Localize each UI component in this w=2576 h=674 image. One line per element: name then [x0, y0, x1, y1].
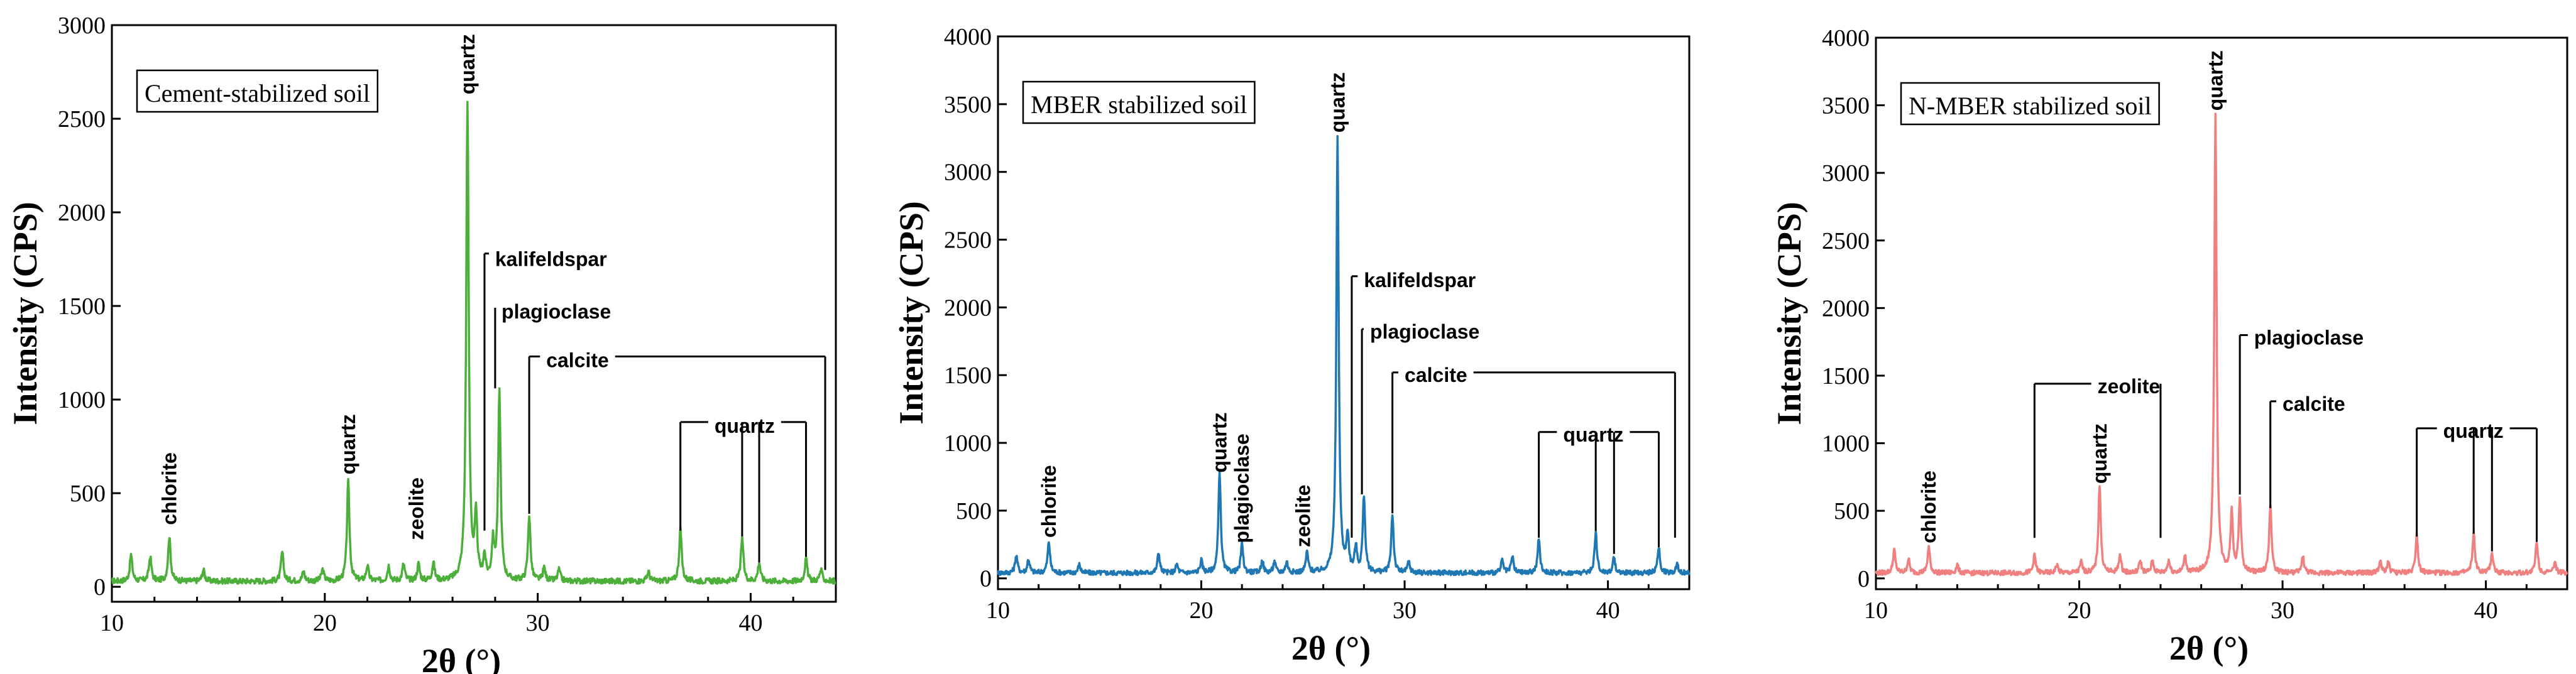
y-tick-label: 2000 — [944, 295, 992, 321]
peak-label: quartz — [1326, 72, 1349, 133]
x-tick-label: 30 — [526, 610, 550, 636]
y-tick-label: 500 — [1834, 498, 1870, 525]
peak-label: plagioclase — [501, 300, 611, 323]
panel-label-text: MBER stabilized soil — [1031, 90, 1247, 119]
xrd-panel-1: 0 500 1000 1500 2000 2500 3000 10 20 30 40 2θ (°) In… — [6, 13, 837, 674]
panel-label-text: N-MBER stabilized soil — [1909, 92, 2152, 120]
panel-label: MBER stabilized soil — [1022, 80, 1256, 124]
peak-label: chlorite — [1917, 470, 1940, 543]
panel-label-box — [1022, 80, 1256, 124]
x-axis-title: 2θ (°) — [422, 642, 501, 674]
peak-label: zeolite — [405, 477, 428, 540]
x-tick-label: 10 — [986, 597, 1010, 624]
y-axis-title: Intensity (CPS) — [6, 202, 44, 425]
y-tick-label: 0 — [980, 566, 992, 592]
y-tick-label: 1500 — [944, 362, 992, 389]
peak-label: quartz — [2088, 423, 2111, 484]
panel-label: N-MBER stabilized soil — [1900, 82, 2160, 126]
x-axis-title: 2θ (°) — [2169, 629, 2249, 667]
y-tick-label: 0 — [94, 574, 106, 601]
peak-label: quartz — [456, 34, 479, 94]
panel-label: Cement-stabilized soil — [136, 69, 379, 113]
xrd-series-line — [997, 134, 1691, 577]
y-tick-label: 3000 — [58, 13, 106, 39]
y-tick-label: 1500 — [58, 293, 106, 320]
y-tick-label: 3500 — [1822, 93, 1870, 119]
y-tick-label: 1000 — [1822, 431, 1870, 457]
peak-label: quartz — [2204, 50, 2227, 111]
xrd-series-line — [1875, 112, 2568, 577]
y-tick-label: 2500 — [944, 227, 992, 254]
peak-label: calcite — [2283, 393, 2345, 415]
peak-label: calcite — [546, 349, 609, 372]
peak-label: chlorite — [1038, 465, 1060, 538]
panel-label-text: Cement-stabilized soil — [145, 79, 370, 107]
plot-frame — [997, 35, 1691, 590]
y-tick-label: 4000 — [944, 24, 992, 50]
x-tick-label: 40 — [1596, 597, 1620, 624]
peak-label: kalifeldspar — [495, 248, 607, 271]
xrd-panel-3: 0 500 1000 1500 2000 2500 3000 3500 4000 10 20 30 40… — [1770, 25, 2568, 667]
peak-label: quartz — [337, 414, 359, 474]
x-tick-label: 20 — [1190, 597, 1214, 624]
x-tick-label: 10 — [100, 610, 124, 636]
peak-label: calcite — [1405, 364, 1467, 386]
y-axis-title: Intensity (CPS) — [892, 201, 930, 425]
peak-label: kalifeldspar — [1364, 269, 1476, 291]
peak-label: quartz — [715, 415, 775, 437]
peak-label: zeolite — [1291, 485, 1314, 548]
y-tick-label: 1500 — [1822, 363, 1870, 389]
panel-label-box — [1900, 82, 2160, 126]
panel-label-box — [136, 69, 379, 113]
peak-label: quartz — [1209, 413, 1231, 473]
y-tick-label: 3500 — [944, 92, 992, 118]
plot-frame — [1875, 36, 2568, 590]
xrd-panel-2: 0 500 1000 1500 2000 2500 3000 3500 4000 10 20 30 40… — [892, 24, 1691, 667]
x-tick-label: 40 — [2474, 597, 2498, 624]
y-tick-label: 2500 — [58, 106, 106, 133]
y-tick-label: 1000 — [944, 430, 992, 457]
y-axis-title: Intensity (CPS) — [1770, 202, 1808, 425]
plot-frame — [111, 24, 837, 603]
x-tick-label: 10 — [1864, 597, 1888, 624]
x-tick-label: 40 — [738, 610, 762, 636]
y-tick-label: 500 — [956, 498, 992, 525]
peak-label: plagioclase — [1370, 320, 1479, 343]
x-tick-label: 30 — [2271, 597, 2294, 624]
y-tick-label: 2000 — [58, 200, 106, 226]
y-tick-label: 3000 — [1822, 160, 1870, 187]
x-tick-label: 20 — [313, 610, 337, 636]
y-tick-label: 3000 — [944, 160, 992, 186]
y-tick-label: 1000 — [58, 387, 106, 413]
x-axis-title: 2θ (°) — [1291, 629, 1371, 667]
peak-label: zeolite — [2098, 375, 2161, 398]
y-tick-label: 2500 — [1822, 228, 1870, 254]
y-tick-label: 0 — [1858, 566, 1870, 592]
x-tick-label: 20 — [2068, 597, 2091, 624]
peak-label: plagioclase — [1230, 433, 1253, 543]
peak-label: chlorite — [158, 452, 180, 525]
y-tick-label: 4000 — [1822, 25, 1870, 52]
y-tick-label: 2000 — [1822, 295, 1870, 322]
xrd-series-line — [111, 101, 836, 585]
y-tick-label: 500 — [70, 481, 106, 507]
x-tick-label: 30 — [1393, 597, 1417, 624]
peak-label: plagioclase — [2254, 327, 2364, 349]
